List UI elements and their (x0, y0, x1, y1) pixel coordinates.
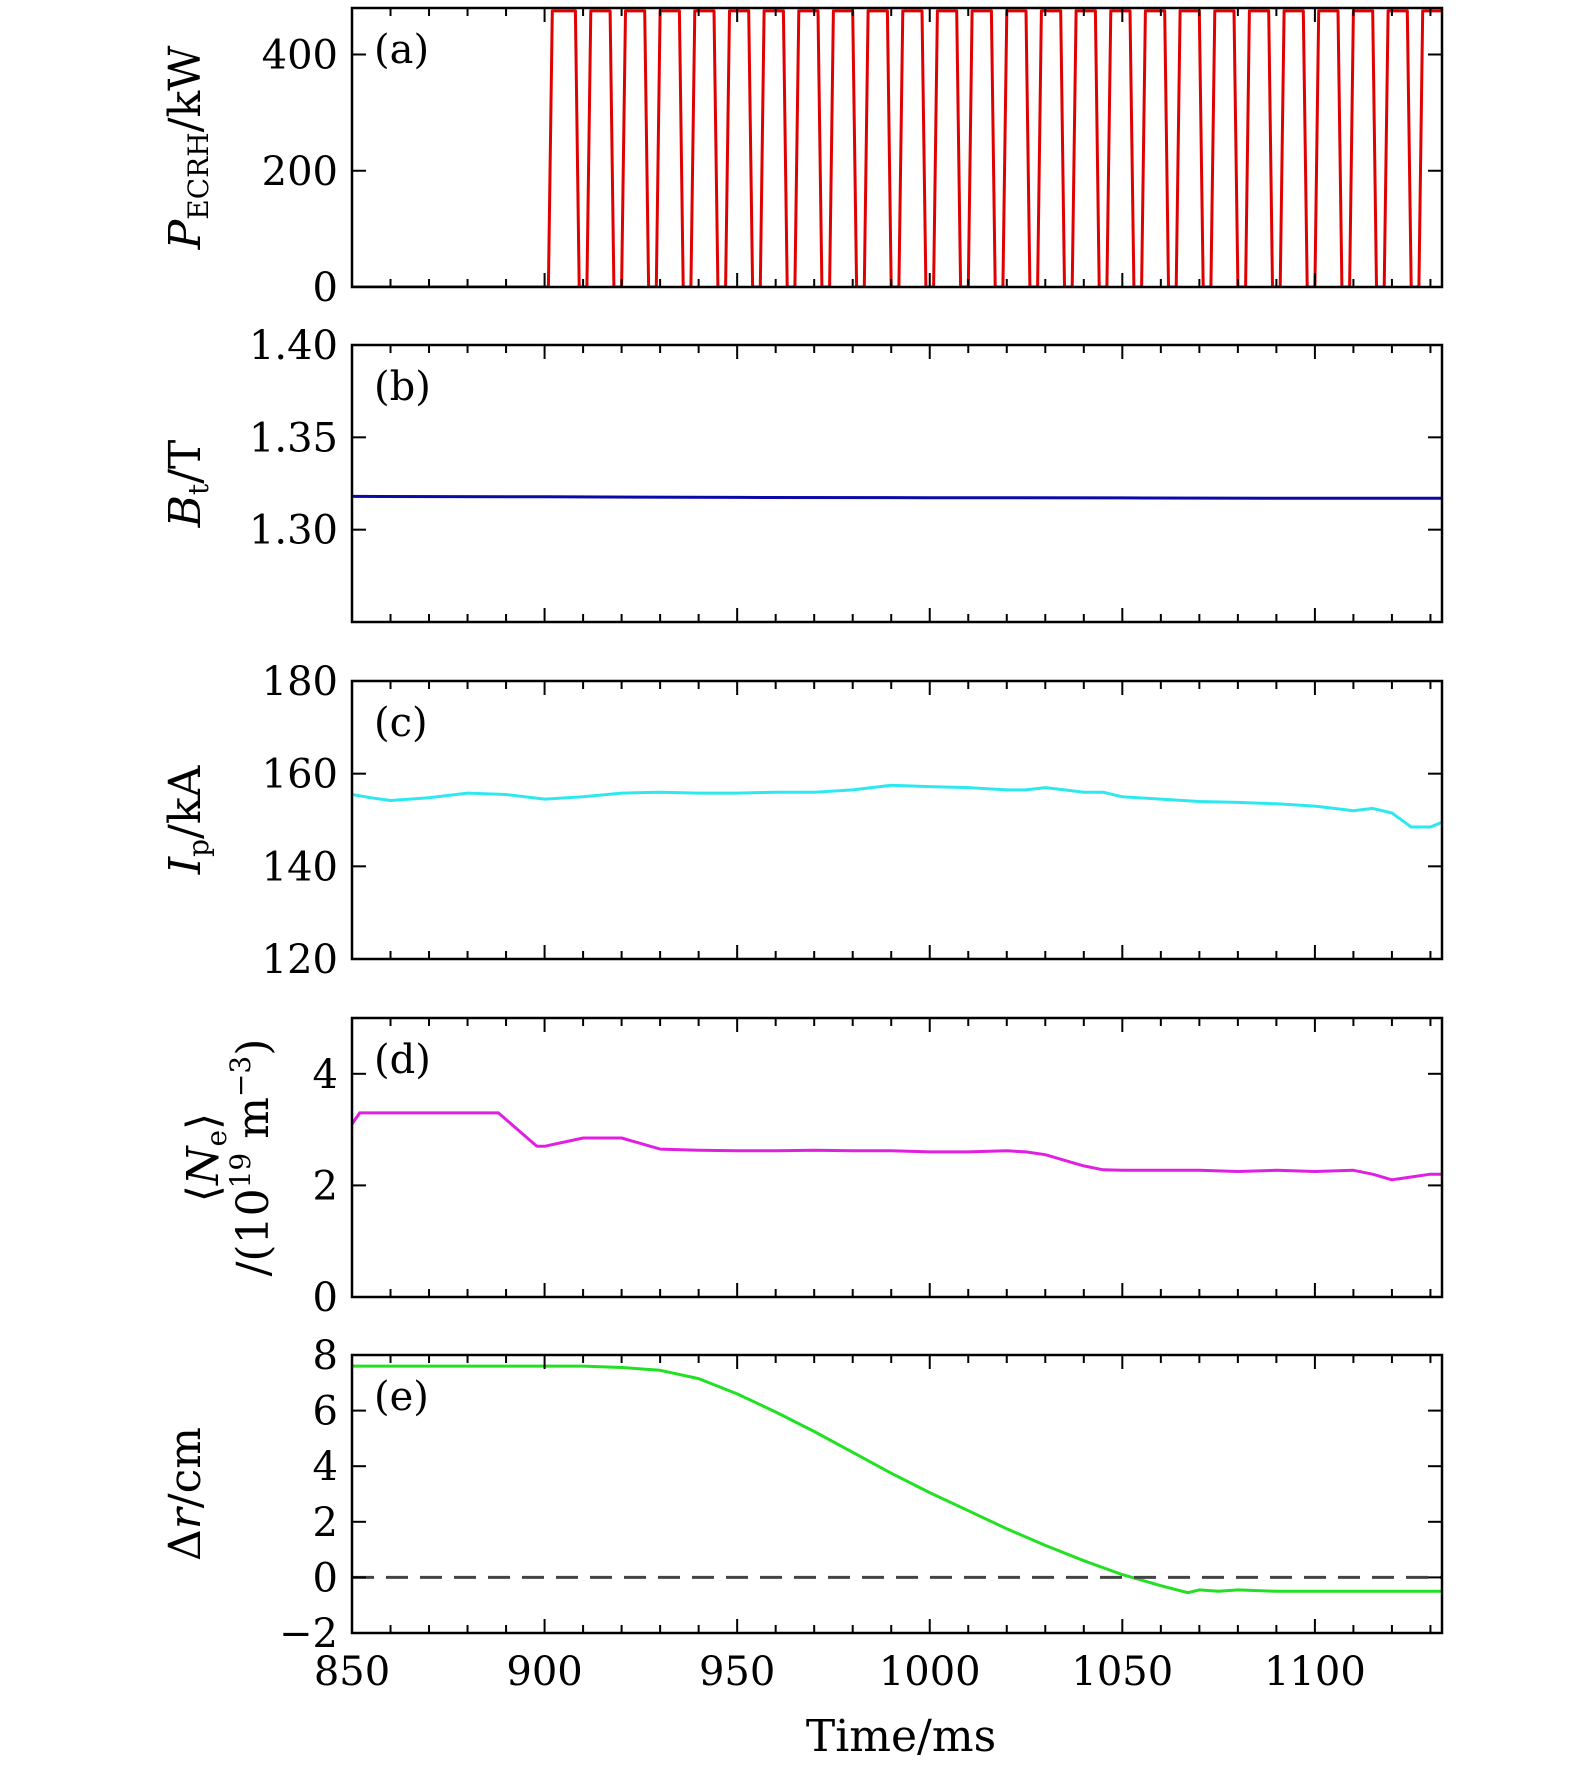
y-tick-label: 4 (313, 1052, 338, 1098)
y-tick-label: 400 (262, 33, 338, 79)
series-line-1 (352, 494, 1442, 500)
series-line-1 (352, 1364, 1442, 1595)
y-tick-label: 2 (313, 1163, 338, 1209)
plot-frame (350, 1353, 1444, 1635)
series-line-1 (352, 783, 1442, 829)
y-tick-label: 200 (262, 149, 338, 195)
y-axis-label-line1: ⟨Ne⟩ (178, 1113, 233, 1202)
panel-d: 0 2 4 (d) ⟨Ne⟩/(1019 m−3) (178, 1016, 1444, 1321)
plot-frame (350, 6, 1444, 289)
x-tick-label: 1000 (879, 1649, 981, 1695)
y-axis-label-line2: /(1019 m−3) (224, 1039, 279, 1277)
panel-b: 1.30 1.35 1.40 (b) Bt/T (160, 323, 1444, 624)
y-tick-label: 1.30 (249, 508, 338, 554)
y-tick-label: 6 (313, 1389, 338, 1435)
y-tick-label: 1.40 (249, 323, 338, 369)
panel-label: (a) (374, 27, 429, 73)
y-tick-label: 0 (313, 1555, 338, 1601)
panel-label: (c) (374, 700, 428, 746)
panel-e: −2 0 2 4 6 8 (e) Δr/cm 850 900 950 1000 1050 1100 Time… (160, 1333, 1444, 1762)
y-tick-label: 0 (313, 1275, 338, 1321)
panel-c: 120 140 160 180 (c) Ip/kA (160, 659, 1444, 983)
y-axis-label: Bt/T (160, 440, 215, 529)
y-axis-label: Δr/cm (160, 1427, 211, 1561)
y-tick-label: 2 (313, 1500, 338, 1546)
y-tick-label: 1.35 (249, 415, 338, 461)
y-tick-label: 140 (262, 844, 338, 890)
y-tick-label: 0 (313, 265, 338, 311)
y-tick-label: 4 (313, 1444, 338, 1490)
panel-a: 0 200 400 (a) PECRH/kW (160, 6, 1444, 311)
plot-frame (350, 343, 1444, 624)
x-axis-label: Time/ms (806, 1711, 996, 1762)
y-tick-label: 8 (313, 1333, 338, 1379)
y-tick-label: −2 (279, 1611, 338, 1657)
y-tick-label: 180 (262, 659, 338, 705)
x-tick-label: 1100 (1264, 1649, 1366, 1695)
series-line-1 (352, 1111, 1442, 1182)
panel-label: (b) (374, 364, 431, 410)
plot-frame (350, 679, 1444, 961)
y-axis-label: Ip/kA (160, 764, 215, 875)
panel-label: (e) (374, 1374, 429, 1420)
x-tick-label: 900 (506, 1649, 582, 1695)
y-tick-label: 160 (262, 752, 338, 798)
x-tick-label: 1050 (1071, 1649, 1173, 1695)
panel-label: (d) (374, 1037, 431, 1083)
x-tick-label: 950 (699, 1649, 775, 1695)
plot-frame (350, 1016, 1444, 1299)
x-tick-label: 850 (314, 1649, 390, 1695)
series-line-1 (352, 9, 1442, 287)
y-axis-label: PECRH/kW (160, 45, 215, 250)
y-tick-label: 120 (262, 937, 338, 983)
